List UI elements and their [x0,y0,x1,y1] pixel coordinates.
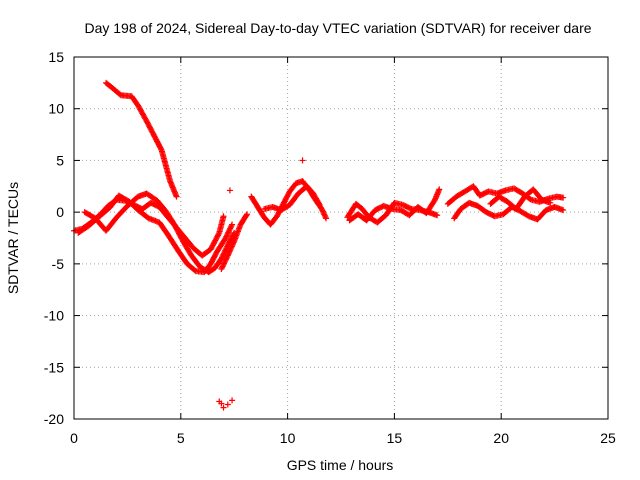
data-point [434,212,441,219]
data-point [219,263,226,270]
series-track-a [103,79,180,200]
y-tick-label: 5 [56,152,64,168]
x-axis-label: GPS time / hours [287,457,394,473]
data-point [225,229,232,236]
data-point [220,260,227,267]
data-point [223,233,230,240]
x-tick-label: 20 [493,430,509,446]
data-point [220,213,227,220]
data-point [224,253,231,260]
data-point [224,230,231,237]
x-tick-label: 10 [280,430,296,446]
data-point [222,235,229,241]
data-point [319,208,326,215]
data-point [219,252,226,259]
data-point [226,226,233,233]
data-point [223,232,230,239]
data-point [224,401,231,408]
data-point [219,254,226,261]
data-point [220,261,227,268]
data-point [299,157,306,164]
data-point [560,194,567,201]
data-point [320,210,327,217]
y-tick-label: -10 [44,308,64,324]
y-axis-label: SDTVAR / TECUs [5,182,21,294]
plot-frame [73,56,609,420]
series-track-d [81,190,238,276]
series-track-g [261,183,323,214]
data-point [243,212,250,219]
data-point [218,266,225,273]
y-tick-label: 0 [56,204,64,220]
x-tick-label: 25 [600,430,616,446]
data-point [322,214,329,221]
series-track-l [487,186,554,213]
data-point [173,193,180,200]
y-tick-label: -15 [44,359,64,375]
series-track-c [75,192,236,276]
data-point [218,255,225,262]
data-point [220,404,227,411]
data-point [318,206,325,213]
chart-points [71,79,567,411]
x-tick-label: 5 [177,430,185,446]
series-track-i [346,186,443,224]
data-point [220,250,227,257]
data-point [222,256,229,263]
data-point [560,207,567,214]
data-point [227,225,234,232]
data-point [229,221,236,228]
data-point [321,211,328,218]
data-point [315,200,322,207]
data-point [547,199,554,206]
data-point [321,212,328,219]
y-tick-label: 10 [48,101,64,117]
data-point [222,257,229,264]
data-point [215,231,222,238]
data-point [228,222,235,229]
series-track-e [218,211,251,273]
data-point [225,228,232,235]
data-point [218,400,225,407]
data-point [227,224,234,231]
y-tick-label: 15 [48,49,64,65]
x-tick-label: 15 [387,430,403,446]
chart-title: Day 198 of 2024, Sidereal Day-to-day VTE… [84,20,591,36]
y-tick-label: -5 [52,256,65,272]
x-tick-label: 0 [70,430,78,446]
data-point [436,186,443,193]
data-point [229,397,236,404]
data-point [223,255,230,262]
data-point [219,264,226,271]
data-point [323,215,330,222]
data-point [220,251,227,258]
data-point [244,211,251,218]
data-point [316,201,323,208]
data-point [226,187,233,194]
data-point [221,259,228,266]
series-isolated [216,157,306,411]
data-point [319,207,326,214]
series-track-j [444,183,567,207]
y-tick-label: -20 [44,411,64,427]
data-point [157,145,164,152]
